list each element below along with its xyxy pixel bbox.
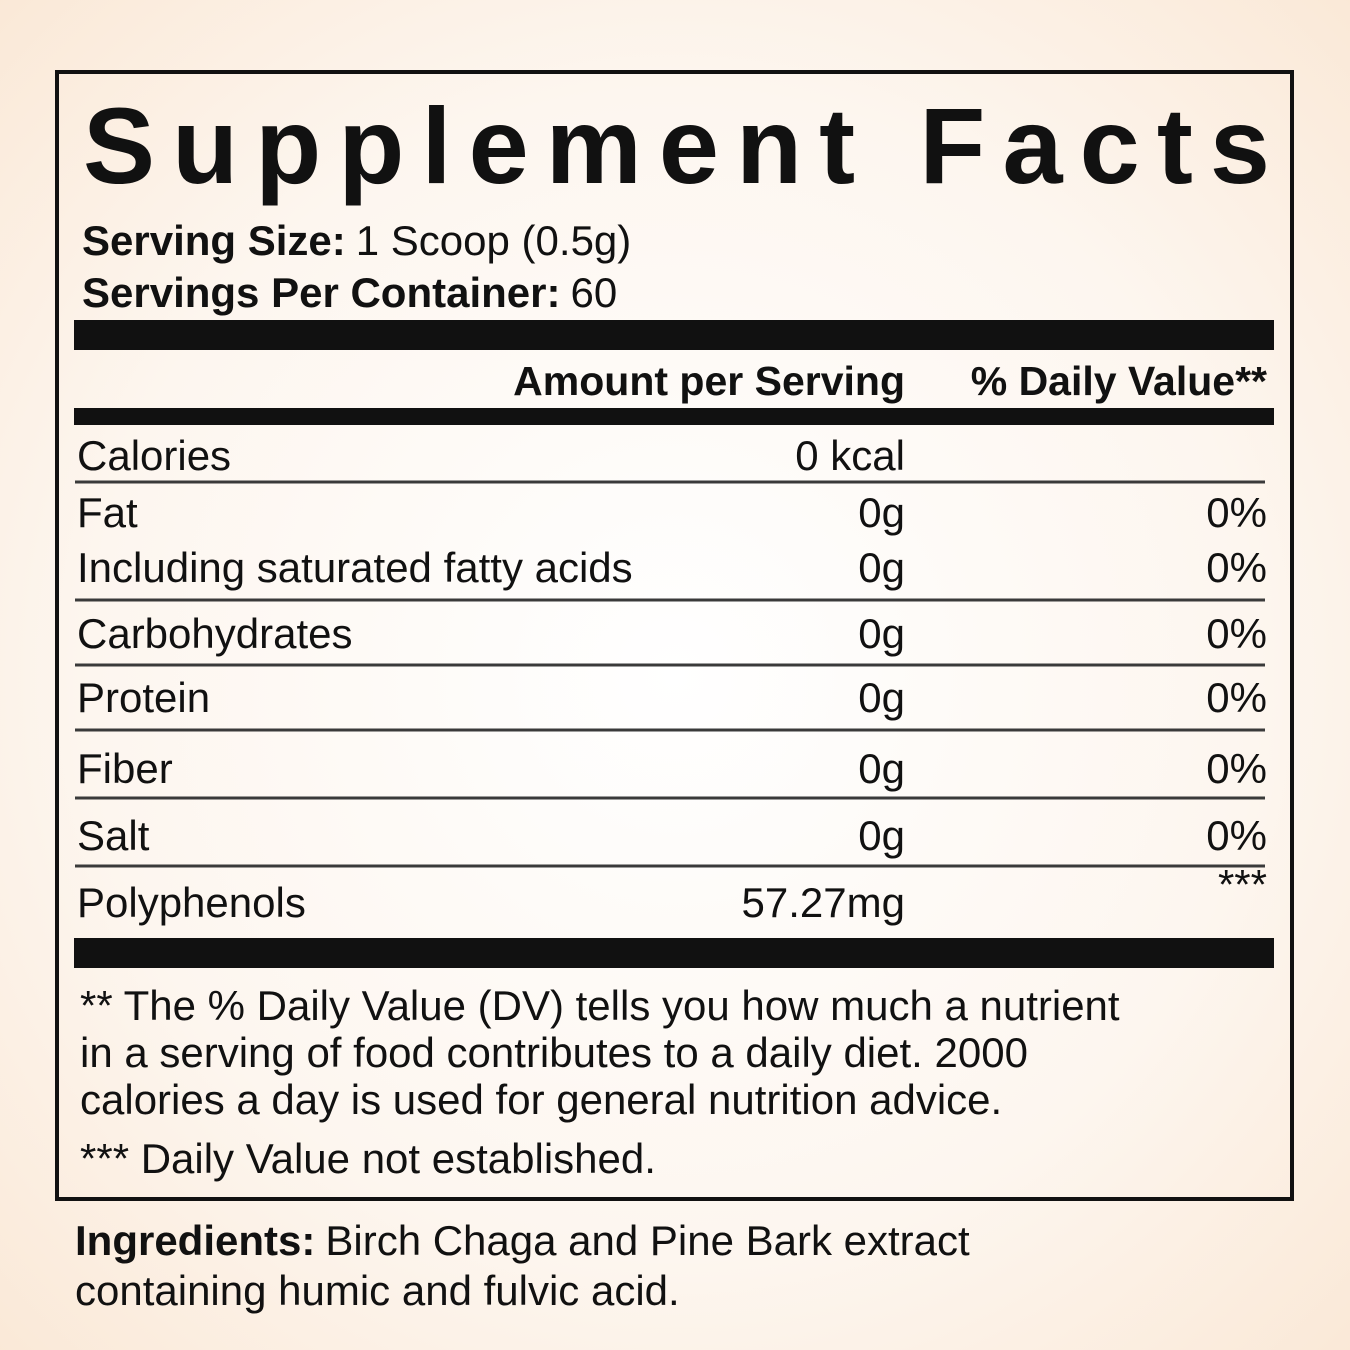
nutrient-name: Including saturated fatty acids [77,544,633,591]
serving-size-label: Serving Size: [82,217,346,264]
rows: Calories 0 kcal Fat 0g 0% Including saturated… [75,432,1267,926]
nutrient-amount: 0g [858,544,905,591]
nutrient-name: Calories [77,432,231,479]
servings-label: Servings Per Container: [82,269,560,316]
footnote-line: in a serving of food contributes to a da… [80,1029,1028,1076]
ingredients-text: Birch Chaga and Pine Bark extract [325,1217,970,1264]
footnote-line: ** The % Daily Value (DV) tells you how … [80,982,1120,1029]
serving-size-value: 1 Scoop (0.5g) [356,217,632,264]
nutrient-amount: 0g [858,745,905,792]
nutrient-dv: 0% [1206,674,1267,721]
nutrient-dv: 0% [1206,544,1267,591]
nutrient-name: Salt [77,812,150,859]
footnote-not-established: *** Daily Value not established. [80,1135,656,1182]
thick-rule [74,320,1274,350]
nutrient-dv: 0% [1206,610,1267,657]
nutrient-dv: 0% [1206,489,1267,536]
nutrient-name: Carbohydrates [77,610,352,657]
nutrient-amount: 0 kcal [795,432,905,479]
ingredients-line: containing humic and fulvic acid. [75,1267,680,1314]
footnote-line: calories a day is used for general nutri… [80,1076,1002,1123]
nutrient-name: Fiber [77,745,173,792]
nutrient-name: Fat [77,489,138,536]
thick-rule [74,408,1274,425]
servings-per-container: Servings Per Container: 60 [82,269,617,316]
thick-rule [74,938,1274,968]
nutrient-amount: 0g [858,489,905,536]
nutrient-amount: 0g [858,812,905,859]
nutrient-dv: *** [1218,861,1267,908]
servings-value: 60 [570,269,617,316]
header-dv: % Daily Value** [971,358,1267,404]
header-amount: Amount per Serving [513,358,905,404]
nutrient-name: Polyphenols [77,879,306,926]
facts-box [55,70,1294,1201]
nutrient-name: Protein [77,674,210,721]
serving-size: Serving Size: 1 Scoop (0.5g) [82,217,631,264]
nutrient-dv: 0% [1206,812,1267,859]
ingredients-label: Ingredients: [75,1217,315,1264]
nutrient-amount: 0g [858,610,905,657]
nutrient-amount: 0g [858,674,905,721]
nutrient-dv: 0% [1206,745,1267,792]
ingredients-line: Ingredients: Birch Chaga and Pine Bark ex… [75,1217,970,1264]
nutrient-amount: 57.27mg [742,879,905,926]
title: Supplement Facts [83,85,1270,206]
